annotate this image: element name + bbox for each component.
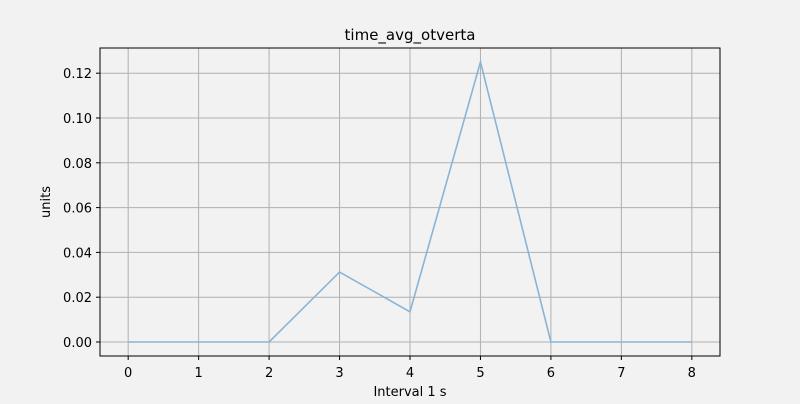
y-tick-label: 0.12 [63, 67, 92, 82]
data-point [550, 341, 552, 343]
y-axis-label: units [39, 186, 54, 218]
data-point [268, 341, 270, 343]
data-point [198, 341, 200, 343]
data-point [409, 311, 411, 313]
x-tick-label: 6 [547, 366, 555, 381]
y-tick-label: 0.04 [63, 246, 92, 261]
x-tick-label: 2 [265, 366, 273, 381]
chart-title: time_avg_otverta [345, 26, 476, 45]
y-tick-label: 0.06 [63, 202, 92, 217]
x-tick-label: 1 [194, 366, 202, 381]
x-tick-label: 7 [617, 366, 625, 381]
axis-ticks: 0 1 2 3 4 5 6 7 8 0.00 0.02 0.04 0.06 0.08 0.10 0.12 [63, 67, 696, 381]
x-tick-label: 4 [406, 366, 414, 381]
x-tick-label: 5 [476, 366, 484, 381]
data-point [339, 271, 341, 273]
data-point [127, 341, 129, 343]
y-tick-label: 0.00 [63, 336, 92, 351]
y-tick-label: 0.08 [63, 157, 92, 172]
data-point [480, 61, 482, 63]
data-point [691, 341, 693, 343]
x-tick-label: 3 [335, 366, 343, 381]
x-tick-label: 8 [688, 366, 696, 381]
data-point [621, 341, 623, 343]
x-axis-label: Interval 1 s [373, 385, 446, 400]
series-layer [127, 58, 693, 343]
y-tick-label: 0.02 [63, 291, 92, 306]
series-line [128, 58, 692, 343]
x-tick-label: 0 [124, 366, 132, 381]
y-tick-label: 0.10 [63, 112, 92, 127]
